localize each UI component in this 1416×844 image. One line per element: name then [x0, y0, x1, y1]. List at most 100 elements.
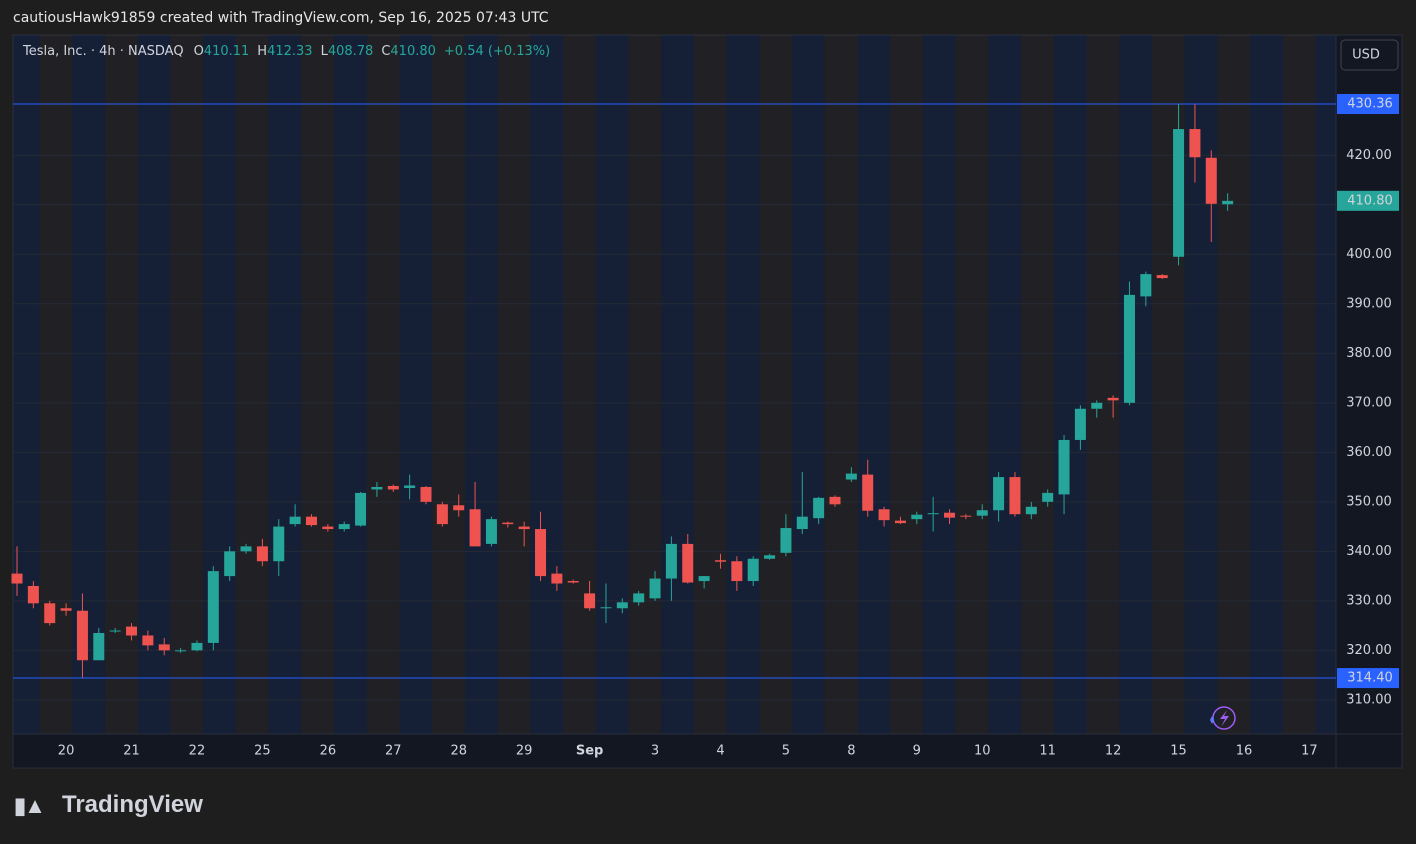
logo-mark: ▮▲: [14, 793, 46, 818]
x-tick-label: 22: [189, 744, 206, 759]
candle-body: [142, 635, 154, 646]
y-tick-label: 380.00: [1346, 346, 1392, 361]
currency-button[interactable]: [1340, 39, 1399, 71]
candle-body: [1189, 129, 1201, 158]
candle-body: [649, 578, 661, 599]
candle-body: [191, 642, 203, 651]
candle-body: [813, 497, 825, 519]
candle-body: [1173, 129, 1185, 257]
stripe: [39, 35, 73, 734]
lightning-icon: [1210, 706, 1236, 730]
candle-body: [944, 512, 956, 518]
legend: Tesla, Inc. · 4h · NASDAQ O410.11 H412.33 L…: [23, 44, 550, 59]
candle-body: [1042, 492, 1054, 502]
candle-body: [1140, 274, 1152, 297]
candle-body: [1058, 439, 1070, 495]
stripe: [1053, 35, 1087, 734]
stripe: [334, 35, 367, 734]
price-label-box: [1337, 94, 1399, 115]
last-price-label: 410.80: [1347, 193, 1393, 208]
stripe: [104, 35, 138, 734]
candle-body: [273, 526, 285, 562]
x-tick-label: 8: [847, 744, 855, 759]
stripe: [235, 35, 269, 734]
y-tick-label: 370.00: [1346, 395, 1392, 410]
candle-body: [960, 515, 972, 517]
x-tick-label: 5: [782, 744, 790, 759]
candle-body: [698, 576, 710, 582]
x-tick-label: 3: [651, 744, 659, 759]
candle-body: [27, 585, 39, 604]
candle-body: [404, 485, 416, 488]
candle-body: [420, 486, 432, 502]
x-tick-label: 27: [385, 744, 402, 759]
stripe: [137, 35, 171, 734]
x-tick-label: 17: [1301, 744, 1318, 759]
candle-body: [764, 555, 776, 559]
candle-body: [665, 543, 677, 579]
candle-body: [567, 581, 579, 583]
candle-body: [731, 561, 743, 582]
candle-body: [11, 573, 23, 584]
y-tick-label: 390.00: [1346, 296, 1392, 311]
stripe: [268, 35, 302, 734]
y-tick-label: 340.00: [1346, 544, 1392, 559]
symbol-label: Tesla, Inc. · 4h · NASDAQ: [23, 44, 184, 59]
candle-body: [993, 477, 1005, 511]
last-price-box: [1337, 190, 1399, 211]
candle-body: [551, 573, 563, 584]
candle-body: [109, 630, 121, 632]
legend-value: 410.80: [390, 44, 436, 59]
price-label-box: [1337, 668, 1399, 689]
x-tick-label: Sep: [576, 744, 604, 759]
candle-body: [1123, 294, 1135, 403]
currency-label: USD: [1352, 48, 1380, 63]
candle-body: [158, 644, 170, 651]
stripe: [595, 35, 629, 734]
candle-body: [682, 543, 694, 583]
legend-key: O: [193, 44, 204, 59]
candle-body: [780, 528, 792, 553]
stripe: [170, 35, 204, 734]
x-tick-label: 15: [1170, 744, 1187, 759]
candle-body: [485, 519, 497, 544]
stripe: [1021, 35, 1054, 734]
legend-value: 408.78: [327, 44, 374, 59]
x-tick-label: 29: [516, 744, 533, 759]
stripe: [1086, 35, 1120, 734]
candle-body: [518, 526, 530, 530]
candle-body: [845, 473, 857, 480]
legend-value: 412.33: [267, 44, 313, 59]
candle-body: [911, 514, 923, 520]
candle-body: [322, 526, 334, 530]
stripe: [399, 35, 433, 734]
stripe: [13, 35, 40, 734]
stripe: [922, 35, 956, 734]
candle-body: [633, 593, 645, 603]
candle-body: [453, 505, 465, 511]
x-tick-label: 25: [254, 744, 271, 759]
legend-key: H: [257, 44, 268, 59]
candle-body: [1222, 200, 1234, 205]
candle-body: [878, 509, 890, 521]
x-tick-label: 11: [1039, 744, 1056, 759]
candle-body: [600, 607, 612, 609]
candle-body: [469, 509, 481, 547]
stripe: [628, 35, 662, 734]
y-tick-label: 400.00: [1346, 247, 1392, 262]
candle-body: [1074, 408, 1086, 440]
candle-body: [371, 486, 383, 490]
candle-body: [175, 650, 187, 652]
footer-text: TradingView: [62, 791, 203, 818]
candle-body: [207, 571, 219, 643]
price-label: 314.40: [1347, 671, 1393, 686]
stripe: [1282, 35, 1316, 734]
stripe: [759, 35, 793, 734]
stripe: [563, 35, 596, 734]
stripe: [366, 35, 400, 734]
y-tick-label: 320.00: [1346, 643, 1392, 658]
stripe: [792, 35, 825, 734]
y-tick-label: 420.00: [1346, 148, 1392, 163]
